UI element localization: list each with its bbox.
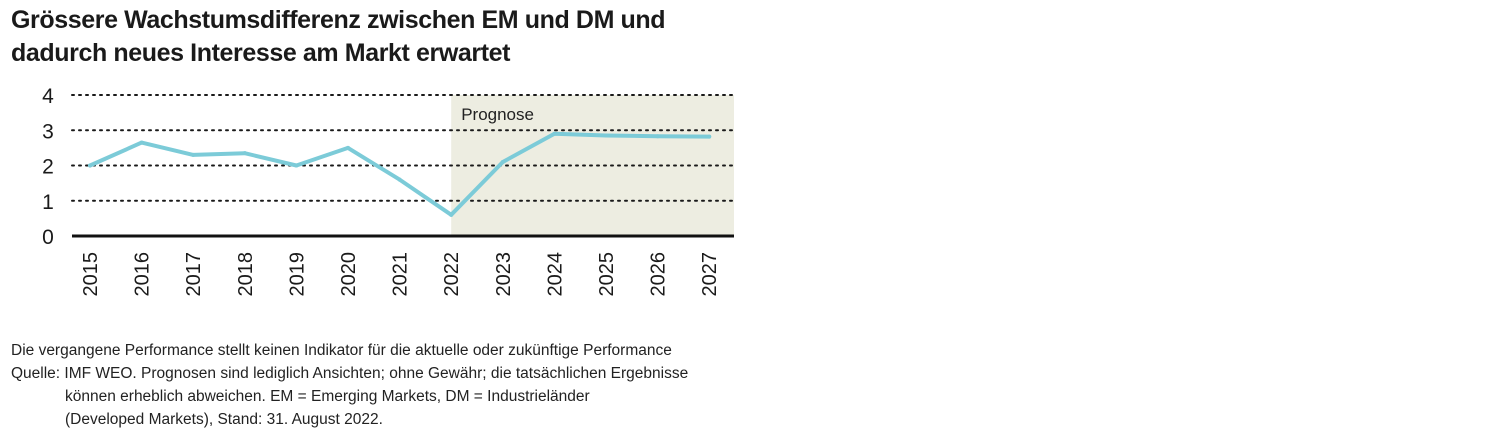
footnote-source-cont-1: können erheblich abweichen. EM = Emergin… <box>65 388 590 405</box>
data-point <box>88 163 92 168</box>
x-tick-label: 2024 <box>544 252 566 297</box>
x-tick-label: 2023 <box>493 252 515 297</box>
data-point <box>552 131 557 136</box>
data-point <box>397 177 402 182</box>
footnote-source-cont-2: (Developed Markets), Stand: 31. August 2… <box>65 411 383 428</box>
data-point <box>346 145 350 150</box>
x-tick-label: 2019 <box>286 252 308 297</box>
y-tick-label: 0 <box>42 226 54 249</box>
y-tick-label: 2 <box>42 156 54 179</box>
x-tick-label: 2021 <box>390 252 412 297</box>
chart-title: Grössere Wachstumsdifferenz zwischen EM … <box>11 6 666 67</box>
chart-figure: Grössere Wachstumsdifferenz zwischen EM … <box>0 0 736 433</box>
x-tick-label: 2015 <box>80 252 102 297</box>
footnote-source: Quelle: IMF WEO. Prognosen sind lediglic… <box>11 365 689 382</box>
footnote-disclaimer: Die vergangene Performance stellt keinen… <box>11 342 672 359</box>
y-tick-label: 3 <box>42 120 54 143</box>
data-point <box>500 159 505 164</box>
x-tick-label: 2027 <box>699 252 721 297</box>
data-point <box>604 133 608 138</box>
forecast-label: Prognose <box>461 105 534 124</box>
x-tick-label: 2017 <box>183 252 205 297</box>
line-chart: 0 1 2 3 4 2015 2016 2017 2018 2019 2020 2021 2022 202… <box>42 85 735 297</box>
data-point <box>707 134 712 139</box>
data-point <box>139 140 144 145</box>
data-point <box>449 212 454 217</box>
data-point <box>191 152 196 157</box>
data-point <box>294 163 299 168</box>
data-point <box>242 151 247 156</box>
y-tick-label: 1 <box>42 191 54 214</box>
y-tick-label: 4 <box>42 85 54 108</box>
data-point <box>655 134 660 139</box>
x-tick-label: 2025 <box>596 252 618 297</box>
x-tick-label: 2016 <box>132 252 154 297</box>
x-tick-label: 2020 <box>338 252 360 297</box>
x-tick-label: 2018 <box>235 252 257 297</box>
chart-footnotes: Die vergangene Performance stellt keinen… <box>11 339 736 431</box>
x-tick-label: 2026 <box>648 252 670 297</box>
x-tick-label: 2022 <box>441 252 463 297</box>
